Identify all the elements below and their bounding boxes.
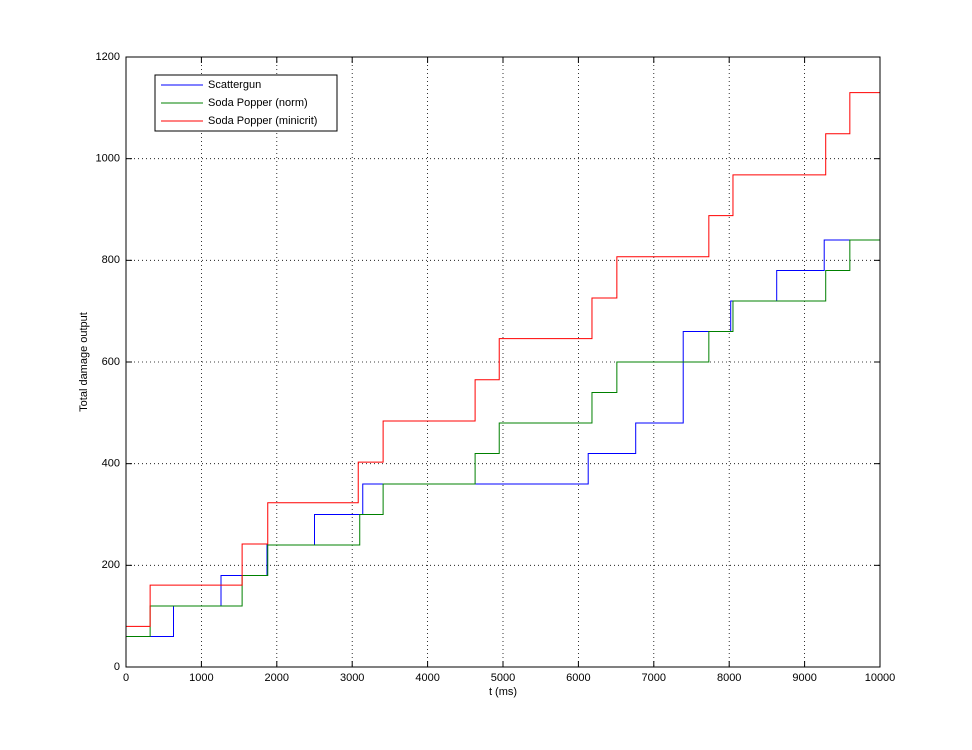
- x-tick-label: 8000: [717, 672, 741, 684]
- series-line: [126, 92, 880, 627]
- x-tick-label: 9000: [792, 672, 816, 684]
- y-tick-label: 1200: [96, 51, 120, 63]
- y-axis-label: Total damage output: [78, 312, 90, 412]
- legend-label: Soda Popper (norm): [208, 97, 308, 109]
- x-tick-label: 10000: [865, 672, 896, 684]
- y-tick-label: 400: [102, 458, 120, 470]
- y-tick-label: 600: [102, 356, 120, 368]
- x-tick-label: 5000: [491, 672, 515, 684]
- axes-box: [125, 56, 881, 668]
- series-line: [126, 239, 880, 637]
- legend-label: Soda Popper (minicrit): [208, 115, 317, 127]
- legend-label: Scattergun: [208, 79, 261, 91]
- y-tick-label: 800: [102, 254, 120, 266]
- x-tick-label: 3000: [340, 672, 364, 684]
- x-tick-label: 0: [123, 672, 129, 684]
- x-axis-label: t (ms): [489, 686, 517, 698]
- x-tick-label: 2000: [265, 672, 289, 684]
- x-tick-label: 6000: [566, 672, 590, 684]
- y-tick-label: 200: [102, 559, 120, 571]
- series-line: [126, 239, 850, 637]
- x-tick-label: 4000: [415, 672, 439, 684]
- y-tick-label: 1000: [96, 153, 120, 165]
- x-tick-label: 7000: [642, 672, 666, 684]
- x-tick-label: 1000: [189, 672, 213, 684]
- y-tick-label: 0: [114, 661, 120, 673]
